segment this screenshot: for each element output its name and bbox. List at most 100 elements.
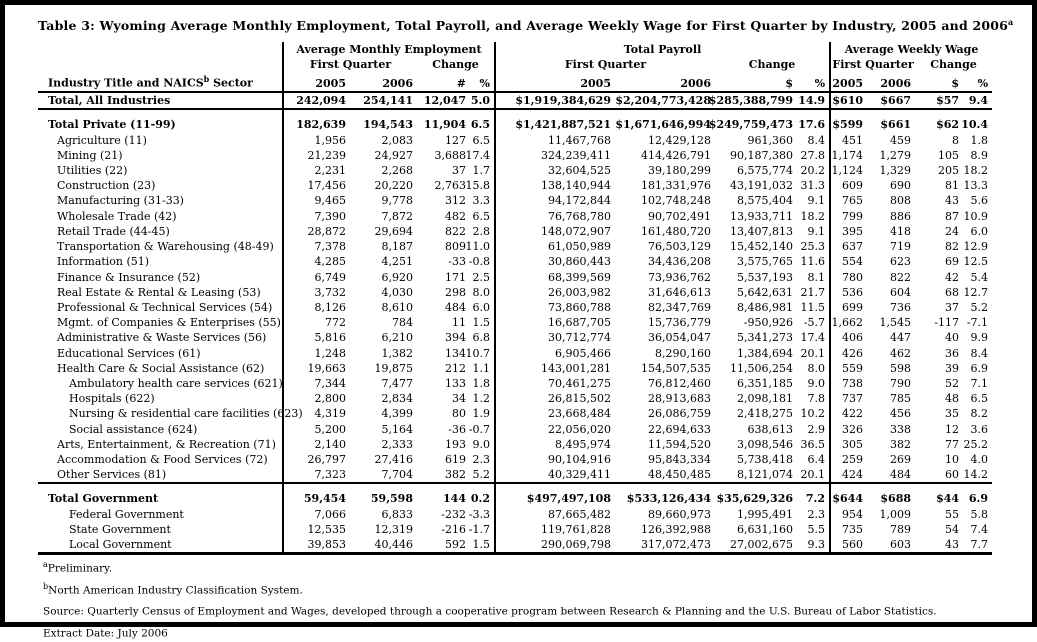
column-header: # — [417, 72, 470, 92]
cell: 161,480,720 — [615, 224, 715, 239]
cell: 609 — [830, 178, 867, 193]
cell: 138,140,944 — [495, 178, 615, 193]
industry-label: Mining (21) — [38, 148, 283, 163]
cell: 317,072,473 — [615, 537, 715, 554]
cell: 36.5 — [797, 437, 830, 452]
cell: 73,936,762 — [615, 270, 715, 285]
cell: 12,319 — [350, 522, 417, 537]
group-title-payroll: Total Payroll — [495, 42, 830, 57]
industry-column-header-suffix: Sector — [209, 77, 253, 90]
cell: 8,495,974 — [495, 437, 615, 452]
cell: 154,507,535 — [615, 361, 715, 376]
cell: 76,503,129 — [615, 239, 715, 254]
cell: $610 — [830, 92, 867, 109]
cell: 27,002,675 — [715, 537, 797, 554]
cell: 2,231 — [283, 163, 350, 178]
page-title-footnote-marker: a — [1008, 17, 1013, 27]
cell: 11.5 — [797, 300, 830, 315]
cell: 39,853 — [283, 537, 350, 554]
industry-label: Wholesale Trade (42) — [38, 209, 283, 224]
cell: 68 — [915, 285, 963, 300]
cell: 7,066 — [283, 507, 350, 522]
cell: 7,344 — [283, 376, 350, 391]
table-row: Professional & Technical Services (54)8,… — [38, 300, 992, 315]
cell: 2,098,181 — [715, 391, 797, 406]
cell: 15,452,140 — [715, 239, 797, 254]
footnote: Extract Date: July 2006 — [43, 621, 937, 642]
cell: 1,009 — [867, 507, 915, 522]
cell: 459 — [867, 133, 915, 148]
cell: 36 — [915, 346, 963, 361]
cell: 20,220 — [350, 178, 417, 193]
cell: 414,426,791 — [615, 148, 715, 163]
cell: 4.0 — [963, 452, 992, 467]
cell: 80 — [417, 406, 470, 421]
cell: 619 — [417, 452, 470, 467]
table-row: Real Estate & Rental & Leasing (53)3,732… — [38, 285, 992, 300]
cell: 5.5 — [797, 522, 830, 537]
cell: 193 — [417, 437, 470, 452]
cell: 1,382 — [350, 346, 417, 361]
cell: 26,797 — [283, 452, 350, 467]
cell: 592 — [417, 537, 470, 554]
cell: 12.5 — [963, 254, 992, 269]
cell: 15,736,779 — [615, 315, 715, 330]
cell: 87,665,482 — [495, 507, 615, 522]
cell: $644 — [830, 491, 867, 506]
cell: 2,800 — [283, 391, 350, 406]
cell: 242,094 — [283, 92, 350, 109]
cell: 18.2 — [963, 163, 992, 178]
cell: 30,712,774 — [495, 330, 615, 345]
cell: 11,594,520 — [615, 437, 715, 452]
column-header: $ — [915, 72, 963, 92]
cell: $285,388,799 — [715, 92, 797, 109]
cell: 1.2 — [470, 391, 495, 406]
industry-label: Local Government — [38, 537, 283, 554]
cell: 205 — [915, 163, 963, 178]
cell: 784 — [350, 315, 417, 330]
cell: 8,575,404 — [715, 193, 797, 208]
cell: 382 — [867, 437, 915, 452]
spacer-row — [38, 109, 992, 117]
cell: -216 — [417, 522, 470, 537]
cell: 11.6 — [797, 254, 830, 269]
cell: 603 — [867, 537, 915, 554]
cell: 39 — [915, 361, 963, 376]
column-header: 2006 — [350, 72, 417, 92]
footnotes: aPreliminary. bNorth American Industry C… — [43, 556, 937, 642]
cell: -232 — [417, 507, 470, 522]
industry-column-header: Industry Title and NAICSb Sector — [38, 72, 283, 92]
cell: 27,416 — [350, 452, 417, 467]
cell: 14.9 — [797, 92, 830, 109]
cell: 290,069,798 — [495, 537, 615, 554]
cell: 171 — [417, 270, 470, 285]
cell: 6.0 — [963, 224, 992, 239]
cell: 13,933,711 — [715, 209, 797, 224]
employment-first-quarter-label: First Quarter — [283, 57, 417, 72]
cell: 451 — [830, 133, 867, 148]
cell: 9,778 — [350, 193, 417, 208]
cell: 43 — [915, 537, 963, 554]
cell: 7,872 — [350, 209, 417, 224]
cell: 736 — [867, 300, 915, 315]
industry-label: Nursing & residential care facilities (6… — [38, 406, 283, 421]
cell: -950,926 — [715, 315, 797, 330]
cell: 1.8 — [470, 376, 495, 391]
cell: 12,429,128 — [615, 133, 715, 148]
cell: 15.8 — [470, 178, 495, 193]
cell: 34 — [417, 391, 470, 406]
cell: 181,331,976 — [615, 178, 715, 193]
cell: 554 — [830, 254, 867, 269]
industry-label: Ambulatory health care services (621) — [38, 376, 283, 391]
cell: 8,126 — [283, 300, 350, 315]
cell: 8.0 — [797, 361, 830, 376]
footnote: bNorth American Industry Classification … — [43, 578, 937, 600]
cell: $533,126,434 — [615, 491, 715, 506]
cell: 1,248 — [283, 346, 350, 361]
cell: 5,164 — [350, 422, 417, 437]
cell: 0.2 — [470, 491, 495, 506]
